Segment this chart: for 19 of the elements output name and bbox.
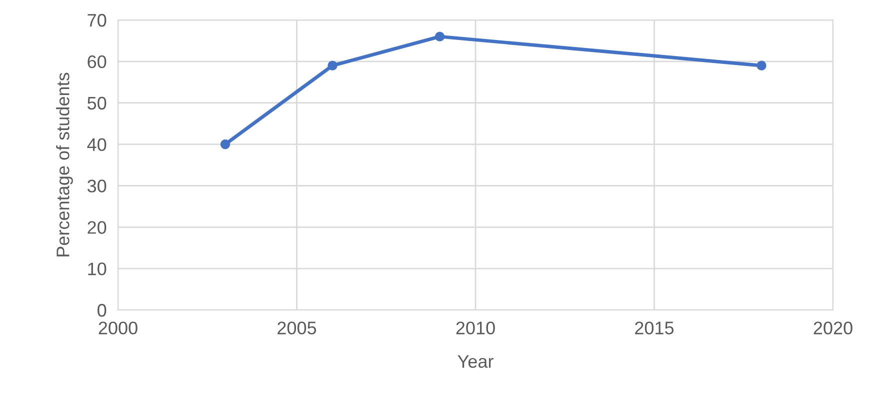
y-tick-label: 50: [88, 96, 106, 110]
y-axis-title: Percentage of students: [56, 72, 73, 256]
x-tick-label: 2005: [278, 322, 316, 334]
y-tick-label: 40: [87, 138, 106, 152]
point: [434, 32, 445, 42]
x-tick-label: 2015: [635, 322, 674, 334]
point: [756, 60, 766, 70]
y-tick-label: 70: [88, 14, 106, 27]
x-tick-label: 2020: [814, 322, 852, 334]
y-tick-label: 30: [87, 180, 106, 192]
point: [328, 60, 338, 70]
x-tick-label: 2010: [456, 322, 495, 334]
y-tick-label: 10: [88, 262, 106, 276]
y-tick-label: 60: [88, 55, 106, 68]
y-tick-label: 0: [98, 304, 106, 317]
x-tick-label: 2000: [98, 322, 138, 334]
point: [220, 139, 230, 150]
x-axis-title: Year: [458, 355, 494, 368]
y-tick-label: 20: [88, 221, 106, 234]
